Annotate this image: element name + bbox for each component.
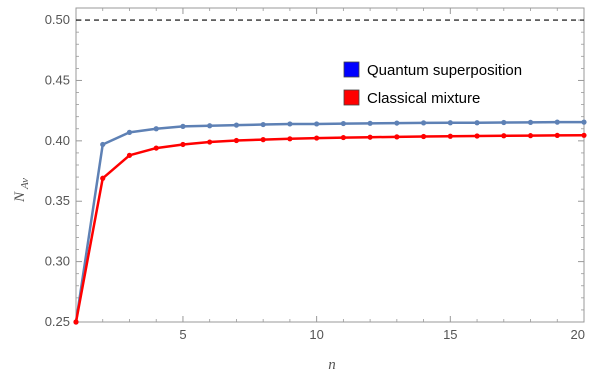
series-line <box>74 120 584 323</box>
data-point <box>474 120 480 126</box>
plot-frame <box>75 7 585 323</box>
data-point <box>340 134 346 141</box>
data-point <box>447 133 453 139</box>
legend-swatch <box>343 61 360 78</box>
x-tick-label: 15 <box>443 327 457 342</box>
data-point <box>447 120 453 126</box>
data-point <box>180 123 186 129</box>
plot-border <box>75 7 585 323</box>
data-point <box>554 119 560 125</box>
data-point <box>260 121 266 128</box>
data-point <box>126 129 133 135</box>
data-point <box>581 132 587 138</box>
legend: Quantum superposition Classical mixture <box>343 61 522 107</box>
series-layer <box>73 119 587 325</box>
y-tick-label: 0.45 <box>45 72 70 87</box>
y-tick-label: 0.30 <box>45 254 70 269</box>
x-axis-title: n <box>328 357 336 373</box>
series-classical-mixture <box>73 132 587 325</box>
data-point <box>527 119 534 125</box>
y-tick-label: 0.40 <box>45 133 70 148</box>
y-axis-ticks: 0.25 0.30 0.35 0.40 0.45 0.50 <box>45 12 584 329</box>
data-point <box>420 133 427 140</box>
data-point <box>367 134 373 140</box>
y-axis-title-subscript: Av <box>19 178 31 190</box>
data-point <box>501 119 507 126</box>
data-point <box>474 133 480 139</box>
data-point <box>100 141 106 148</box>
y-tick-label: 0.50 <box>45 12 70 27</box>
data-point <box>420 120 427 126</box>
y-axis-title-main: N <box>12 191 28 203</box>
data-point <box>180 141 186 148</box>
data-point <box>73 319 79 325</box>
series-quantum-superposition <box>73 119 587 325</box>
data-point <box>394 120 400 126</box>
data-point <box>314 135 320 141</box>
y-axis-title: NAv <box>12 178 31 203</box>
data-point <box>233 122 240 128</box>
y-tick-label: 0.35 <box>45 193 70 208</box>
x-tick-label: 20 <box>571 327 585 342</box>
y-tick-label: 0.25 <box>45 314 70 329</box>
data-point <box>287 136 293 142</box>
data-point <box>126 152 133 158</box>
data-point <box>233 137 240 144</box>
data-point <box>153 126 159 132</box>
data-point <box>394 134 400 140</box>
x-axis-ticks: 5 10 15 20 <box>102 8 585 342</box>
data-point <box>153 145 159 151</box>
data-point <box>554 132 560 139</box>
data-point <box>367 120 373 126</box>
data-point <box>100 175 106 181</box>
data-point <box>207 139 213 145</box>
data-point <box>314 121 320 127</box>
data-point <box>501 133 507 139</box>
data-point <box>340 120 346 127</box>
data-point <box>527 133 534 139</box>
data-point <box>207 123 213 129</box>
legend-label: Quantum superposition <box>367 62 522 79</box>
legend-label: Classical mixture <box>367 90 480 107</box>
x-tick-label: 10 <box>309 327 323 342</box>
legend-swatch <box>343 89 360 106</box>
series-line <box>74 134 585 323</box>
data-point <box>287 121 293 127</box>
data-point <box>260 137 266 143</box>
x-tick-label: 5 <box>179 327 186 342</box>
data-point <box>581 119 587 125</box>
